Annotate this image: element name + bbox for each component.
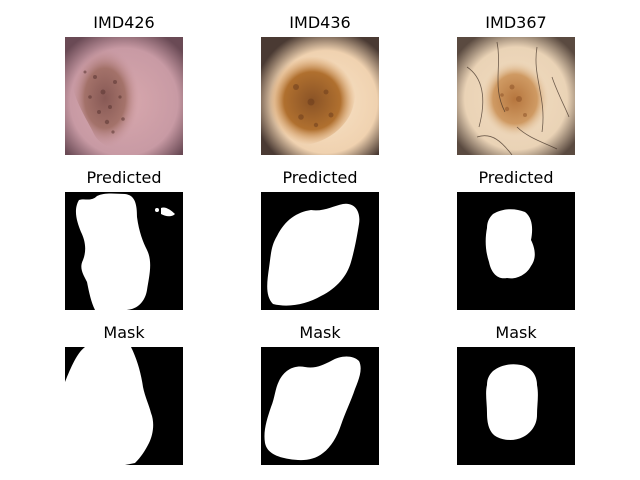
mask-title: Mask	[495, 323, 537, 342]
predicted-title: Predicted	[478, 168, 554, 187]
mask-title: Mask	[299, 323, 341, 342]
predicted-mask	[457, 192, 575, 310]
mask-panel-imd367: Mask	[457, 323, 575, 465]
predicted-panel-imd426: Predicted	[65, 168, 183, 310]
ground-truth-mask	[457, 347, 575, 465]
mask-title: Mask	[103, 323, 145, 342]
image-title: IMD436	[289, 13, 351, 32]
predicted-mask	[261, 192, 379, 310]
mask-panel-imd436: Mask	[261, 323, 379, 465]
predicted-panel-imd367: Predicted	[457, 168, 575, 310]
image-panel-imd367: IMD367	[457, 13, 575, 155]
predicted-panel-imd436: Predicted	[261, 168, 379, 310]
ground-truth-mask	[65, 347, 183, 465]
predicted-mask	[65, 192, 183, 310]
predicted-title: Predicted	[86, 168, 162, 187]
dermoscopy-image	[65, 37, 183, 155]
image-title: IMD426	[93, 13, 155, 32]
dermoscopy-image	[261, 37, 379, 155]
image-panel-imd436: IMD436	[261, 13, 379, 155]
dermoscopy-image	[457, 37, 575, 155]
predicted-title: Predicted	[282, 168, 358, 187]
image-title: IMD367	[485, 13, 547, 32]
image-panel-imd426: IMD426	[65, 13, 183, 155]
ground-truth-mask	[261, 347, 379, 465]
mask-panel-imd426: Mask	[65, 323, 183, 465]
